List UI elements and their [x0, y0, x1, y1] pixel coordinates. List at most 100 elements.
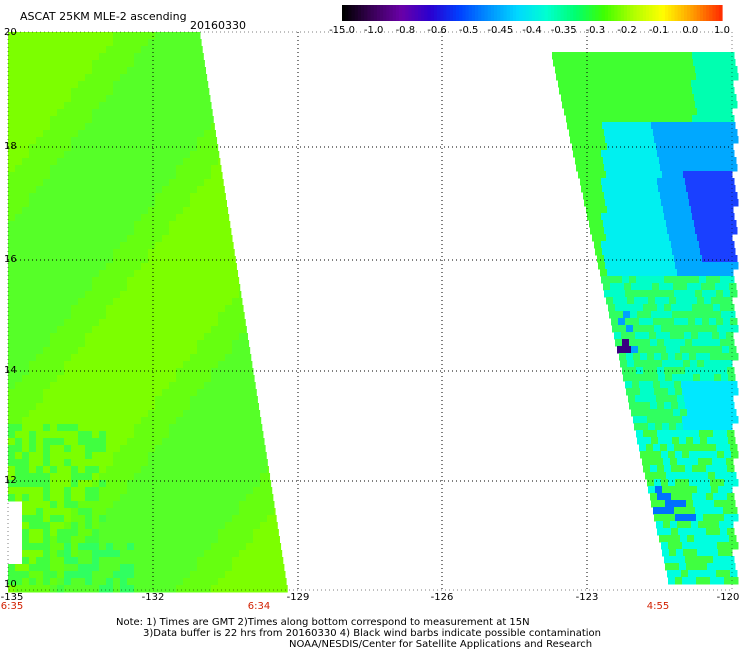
swath-cell — [134, 179, 142, 187]
swath-cell — [99, 116, 107, 124]
swath-cell — [85, 494, 93, 502]
swath-cell — [669, 486, 677, 494]
swath-cell — [169, 445, 177, 453]
swath-cell — [85, 186, 93, 194]
swath-cell — [43, 200, 51, 208]
swath-cell — [64, 284, 72, 292]
swath-cell — [50, 200, 58, 208]
swath-cell — [694, 346, 702, 354]
swath-cell — [134, 214, 142, 222]
swath-cell — [274, 564, 282, 572]
swath-cell — [204, 564, 212, 572]
swath-cell — [99, 263, 107, 271]
swath-cell — [714, 122, 722, 130]
swath-cell — [92, 137, 100, 145]
swath-cell — [148, 46, 156, 54]
swath-cell — [730, 255, 738, 263]
swath-cell — [190, 354, 198, 362]
swath-cell — [155, 172, 163, 180]
swath-cell — [253, 452, 261, 460]
swath-cell — [141, 417, 149, 425]
swath-cell — [675, 353, 683, 361]
swath-cell — [113, 515, 121, 523]
swath-cell — [127, 487, 135, 495]
swath-cell — [647, 73, 655, 81]
swath-cell — [134, 543, 142, 551]
swath-cell — [698, 143, 706, 151]
swath-cell — [682, 353, 690, 361]
swath-cell — [36, 424, 44, 432]
swath-cell — [636, 150, 644, 158]
swath-cell — [631, 283, 639, 291]
colorbar-segment — [598, 5, 603, 21]
swath-cell — [141, 130, 149, 138]
swath-cell — [113, 361, 121, 369]
swath-cell — [730, 318, 738, 326]
swath-cell — [176, 95, 184, 103]
swath-cell — [204, 242, 212, 250]
swath-cell — [120, 536, 128, 544]
swath-cell — [713, 178, 721, 186]
swath-cell — [636, 87, 644, 95]
swath-cell — [190, 32, 198, 40]
x-tick-label: -120 — [716, 592, 740, 603]
swath-cell — [176, 417, 184, 425]
swath-cell — [148, 256, 156, 264]
swath-cell — [658, 311, 666, 319]
swath-cell — [50, 487, 58, 495]
swath-cell — [724, 542, 732, 550]
swath-cell — [148, 466, 156, 474]
swath-cell — [190, 501, 198, 509]
swath-cell — [567, 122, 575, 130]
swath-cell — [190, 53, 198, 61]
swath-cell — [711, 549, 719, 557]
swath-cell — [71, 158, 79, 166]
swath-cell — [141, 571, 149, 579]
swath-cell — [621, 80, 629, 88]
swath-cell — [615, 241, 623, 249]
swath-cell — [706, 276, 714, 284]
swath-cell — [706, 556, 714, 564]
swath-cell — [730, 570, 738, 578]
swath-cell — [598, 136, 606, 144]
swath-cell — [246, 473, 254, 481]
swath-cell — [727, 276, 735, 284]
swath-cell — [8, 109, 16, 117]
swath-cell — [628, 395, 636, 403]
swath-cell — [232, 564, 240, 572]
swath-cell — [676, 297, 684, 305]
swath-cell — [683, 297, 691, 305]
swath-cell — [92, 277, 100, 285]
swath-cell — [29, 102, 37, 110]
swath-cell — [36, 179, 44, 187]
swath-cell — [64, 564, 72, 572]
swath-cell — [120, 305, 128, 313]
swath-cell — [586, 80, 594, 88]
swath-cell — [645, 283, 653, 291]
swath-cell — [716, 444, 724, 452]
swath-cell — [169, 242, 177, 250]
swath-cell — [85, 508, 93, 516]
swath-cell — [78, 102, 86, 110]
swath-cell — [704, 549, 712, 557]
swath-cell — [22, 235, 30, 243]
swath-cell — [36, 368, 44, 376]
swath-cell — [162, 515, 170, 523]
swath-cell — [668, 199, 676, 207]
swath-cell — [176, 424, 184, 432]
swath-cell — [702, 164, 710, 172]
swath-cell — [22, 438, 30, 446]
swath-cell — [727, 213, 735, 221]
swath-cell — [653, 192, 661, 200]
swath-cell — [667, 66, 675, 74]
swath-cell — [211, 557, 219, 565]
swath-cell — [615, 276, 623, 284]
swath-cell — [155, 529, 163, 537]
swath-cell — [608, 150, 616, 158]
swath-cell — [218, 424, 226, 432]
swath-cell — [599, 108, 607, 116]
swath-cell — [148, 508, 156, 516]
swath-cell — [211, 459, 219, 467]
colorbar-segment — [566, 5, 571, 21]
swath-cell — [148, 312, 156, 320]
